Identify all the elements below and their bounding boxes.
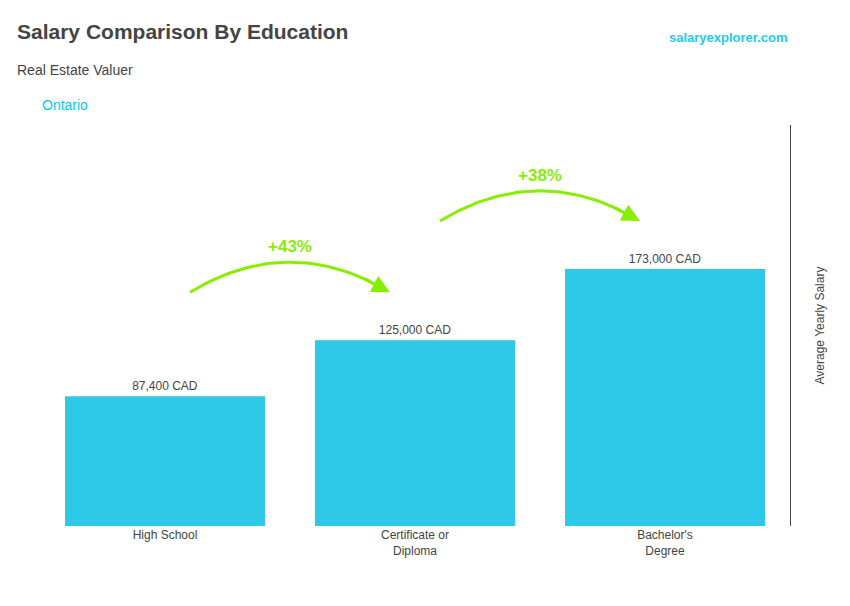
svg-text:High School: High School xyxy=(133,528,198,542)
svg-text:+43%: +43% xyxy=(268,237,312,256)
svg-text:Certificate orDiploma: Certificate orDiploma xyxy=(381,528,449,558)
svg-text:Salary Comparison By Education: Salary Comparison By Education xyxy=(17,20,348,43)
svg-text:173,000 CAD: 173,000 CAD xyxy=(629,252,701,266)
svg-text:125,000 CAD: 125,000 CAD xyxy=(379,323,451,337)
svg-text:Real Estate Valuer: Real Estate Valuer xyxy=(17,62,133,78)
svg-text:Ontario: Ontario xyxy=(42,97,88,113)
svg-text:salaryexplorer.com: salaryexplorer.com xyxy=(669,30,788,45)
svg-text:87,400 CAD: 87,400 CAD xyxy=(132,379,198,393)
svg-text:Average Yearly Salary: Average Yearly Salary xyxy=(813,267,827,385)
svg-text:+38%: +38% xyxy=(518,166,562,185)
svg-text:Bachelor'sDegree: Bachelor'sDegree xyxy=(637,528,693,558)
